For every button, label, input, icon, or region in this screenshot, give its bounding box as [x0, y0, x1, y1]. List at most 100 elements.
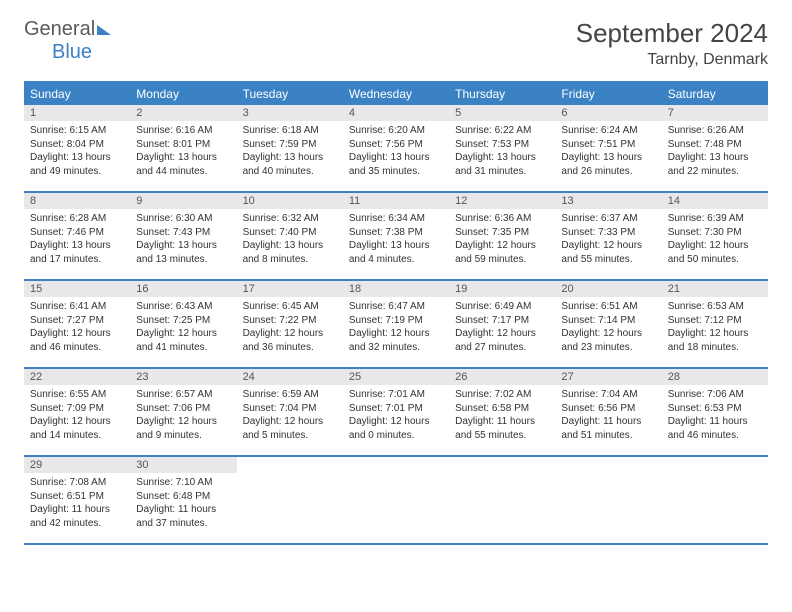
day-cell: 29Sunrise: 7:08 AMSunset: 6:51 PMDayligh… [24, 457, 130, 543]
day-content: Sunrise: 6:18 AMSunset: 7:59 PMDaylight:… [237, 121, 343, 182]
day-number: 23 [130, 369, 236, 385]
day-number: 14 [662, 193, 768, 209]
day-cell: 7Sunrise: 6:26 AMSunset: 7:48 PMDaylight… [662, 105, 768, 191]
day-number: 22 [24, 369, 130, 385]
dow-thursday: Thursday [449, 83, 555, 105]
day-content: Sunrise: 6:15 AMSunset: 8:04 PMDaylight:… [24, 121, 130, 182]
day-number: 6 [555, 105, 661, 121]
day-cell: 21Sunrise: 6:53 AMSunset: 7:12 PMDayligh… [662, 281, 768, 367]
day-content: Sunrise: 6:51 AMSunset: 7:14 PMDaylight:… [555, 297, 661, 358]
day-cell-empty [449, 457, 555, 543]
day-cell: 25Sunrise: 7:01 AMSunset: 7:01 PMDayligh… [343, 369, 449, 455]
dow-sunday: Sunday [24, 83, 130, 105]
day-number: 5 [449, 105, 555, 121]
day-content: Sunrise: 6:24 AMSunset: 7:51 PMDaylight:… [555, 121, 661, 182]
day-cell: 3Sunrise: 6:18 AMSunset: 7:59 PMDaylight… [237, 105, 343, 191]
day-cell: 23Sunrise: 6:57 AMSunset: 7:06 PMDayligh… [130, 369, 236, 455]
day-cell: 4Sunrise: 6:20 AMSunset: 7:56 PMDaylight… [343, 105, 449, 191]
day-number: 1 [24, 105, 130, 121]
day-number: 26 [449, 369, 555, 385]
day-content: Sunrise: 6:28 AMSunset: 7:46 PMDaylight:… [24, 209, 130, 270]
week-row: 22Sunrise: 6:55 AMSunset: 7:09 PMDayligh… [24, 369, 768, 457]
weeks-container: 1Sunrise: 6:15 AMSunset: 8:04 PMDaylight… [24, 105, 768, 545]
day-content: Sunrise: 6:45 AMSunset: 7:22 PMDaylight:… [237, 297, 343, 358]
day-cell-empty [237, 457, 343, 543]
day-content: Sunrise: 6:39 AMSunset: 7:30 PMDaylight:… [662, 209, 768, 270]
day-cell: 16Sunrise: 6:43 AMSunset: 7:25 PMDayligh… [130, 281, 236, 367]
day-content: Sunrise: 6:30 AMSunset: 7:43 PMDaylight:… [130, 209, 236, 270]
day-cell: 20Sunrise: 6:51 AMSunset: 7:14 PMDayligh… [555, 281, 661, 367]
day-content: Sunrise: 6:36 AMSunset: 7:35 PMDaylight:… [449, 209, 555, 270]
day-content: Sunrise: 7:10 AMSunset: 6:48 PMDaylight:… [130, 473, 236, 534]
day-number: 28 [662, 369, 768, 385]
day-content: Sunrise: 6:16 AMSunset: 8:01 PMDaylight:… [130, 121, 236, 182]
day-cell: 2Sunrise: 6:16 AMSunset: 8:01 PMDaylight… [130, 105, 236, 191]
day-content: Sunrise: 7:04 AMSunset: 6:56 PMDaylight:… [555, 385, 661, 446]
day-number: 13 [555, 193, 661, 209]
day-cell: 12Sunrise: 6:36 AMSunset: 7:35 PMDayligh… [449, 193, 555, 279]
day-cell-empty [555, 457, 661, 543]
day-number: 4 [343, 105, 449, 121]
dow-tuesday: Tuesday [237, 83, 343, 105]
dow-monday: Monday [130, 83, 236, 105]
logo-text-blue: Blue [52, 41, 92, 63]
dow-row: Sunday Monday Tuesday Wednesday Thursday… [24, 83, 768, 105]
day-cell: 15Sunrise: 6:41 AMSunset: 7:27 PMDayligh… [24, 281, 130, 367]
dow-wednesday: Wednesday [343, 83, 449, 105]
day-cell: 27Sunrise: 7:04 AMSunset: 6:56 PMDayligh… [555, 369, 661, 455]
day-cell: 24Sunrise: 6:59 AMSunset: 7:04 PMDayligh… [237, 369, 343, 455]
day-cell-empty [343, 457, 449, 543]
title-block: September 2024 Tarnby, Denmark [576, 18, 768, 69]
day-content: Sunrise: 6:47 AMSunset: 7:19 PMDaylight:… [343, 297, 449, 358]
day-cell: 19Sunrise: 6:49 AMSunset: 7:17 PMDayligh… [449, 281, 555, 367]
calendar: Sunday Monday Tuesday Wednesday Thursday… [24, 81, 768, 545]
day-number: 17 [237, 281, 343, 297]
day-number: 19 [449, 281, 555, 297]
day-number: 20 [555, 281, 661, 297]
day-number: 29 [24, 457, 130, 473]
day-content: Sunrise: 6:41 AMSunset: 7:27 PMDaylight:… [24, 297, 130, 358]
week-row: 15Sunrise: 6:41 AMSunset: 7:27 PMDayligh… [24, 281, 768, 369]
day-number: 12 [449, 193, 555, 209]
day-number: 15 [24, 281, 130, 297]
day-cell: 1Sunrise: 6:15 AMSunset: 8:04 PMDaylight… [24, 105, 130, 191]
month-title: September 2024 [576, 18, 768, 49]
location: Tarnby, Denmark [576, 51, 768, 69]
day-cell: 5Sunrise: 6:22 AMSunset: 7:53 PMDaylight… [449, 105, 555, 191]
day-content: Sunrise: 6:57 AMSunset: 7:06 PMDaylight:… [130, 385, 236, 446]
day-number: 21 [662, 281, 768, 297]
day-cell: 11Sunrise: 6:34 AMSunset: 7:38 PMDayligh… [343, 193, 449, 279]
day-cell: 10Sunrise: 6:32 AMSunset: 7:40 PMDayligh… [237, 193, 343, 279]
dow-friday: Friday [555, 83, 661, 105]
header: General Blue September 2024 Tarnby, Denm… [24, 18, 768, 69]
day-number: 8 [24, 193, 130, 209]
day-content: Sunrise: 6:49 AMSunset: 7:17 PMDaylight:… [449, 297, 555, 358]
week-row: 29Sunrise: 7:08 AMSunset: 6:51 PMDayligh… [24, 457, 768, 545]
day-cell: 14Sunrise: 6:39 AMSunset: 7:30 PMDayligh… [662, 193, 768, 279]
dow-saturday: Saturday [662, 83, 768, 105]
day-content: Sunrise: 6:20 AMSunset: 7:56 PMDaylight:… [343, 121, 449, 182]
day-content: Sunrise: 7:06 AMSunset: 6:53 PMDaylight:… [662, 385, 768, 446]
day-content: Sunrise: 6:26 AMSunset: 7:48 PMDaylight:… [662, 121, 768, 182]
day-content: Sunrise: 6:59 AMSunset: 7:04 PMDaylight:… [237, 385, 343, 446]
logo: General Blue [24, 18, 111, 64]
logo-text-general: General [24, 18, 95, 40]
day-content: Sunrise: 6:22 AMSunset: 7:53 PMDaylight:… [449, 121, 555, 182]
day-content: Sunrise: 6:43 AMSunset: 7:25 PMDaylight:… [130, 297, 236, 358]
week-row: 8Sunrise: 6:28 AMSunset: 7:46 PMDaylight… [24, 193, 768, 281]
day-content: Sunrise: 6:32 AMSunset: 7:40 PMDaylight:… [237, 209, 343, 270]
day-content: Sunrise: 7:01 AMSunset: 7:01 PMDaylight:… [343, 385, 449, 446]
day-cell-empty [662, 457, 768, 543]
week-row: 1Sunrise: 6:15 AMSunset: 8:04 PMDaylight… [24, 105, 768, 193]
day-content: Sunrise: 6:34 AMSunset: 7:38 PMDaylight:… [343, 209, 449, 270]
day-cell: 28Sunrise: 7:06 AMSunset: 6:53 PMDayligh… [662, 369, 768, 455]
day-content: Sunrise: 7:02 AMSunset: 6:58 PMDaylight:… [449, 385, 555, 446]
logo-text-wrap: General Blue [24, 18, 111, 64]
day-number: 2 [130, 105, 236, 121]
day-content: Sunrise: 6:37 AMSunset: 7:33 PMDaylight:… [555, 209, 661, 270]
day-number: 3 [237, 105, 343, 121]
day-cell: 8Sunrise: 6:28 AMSunset: 7:46 PMDaylight… [24, 193, 130, 279]
day-cell: 30Sunrise: 7:10 AMSunset: 6:48 PMDayligh… [130, 457, 236, 543]
day-cell: 9Sunrise: 6:30 AMSunset: 7:43 PMDaylight… [130, 193, 236, 279]
day-number: 30 [130, 457, 236, 473]
